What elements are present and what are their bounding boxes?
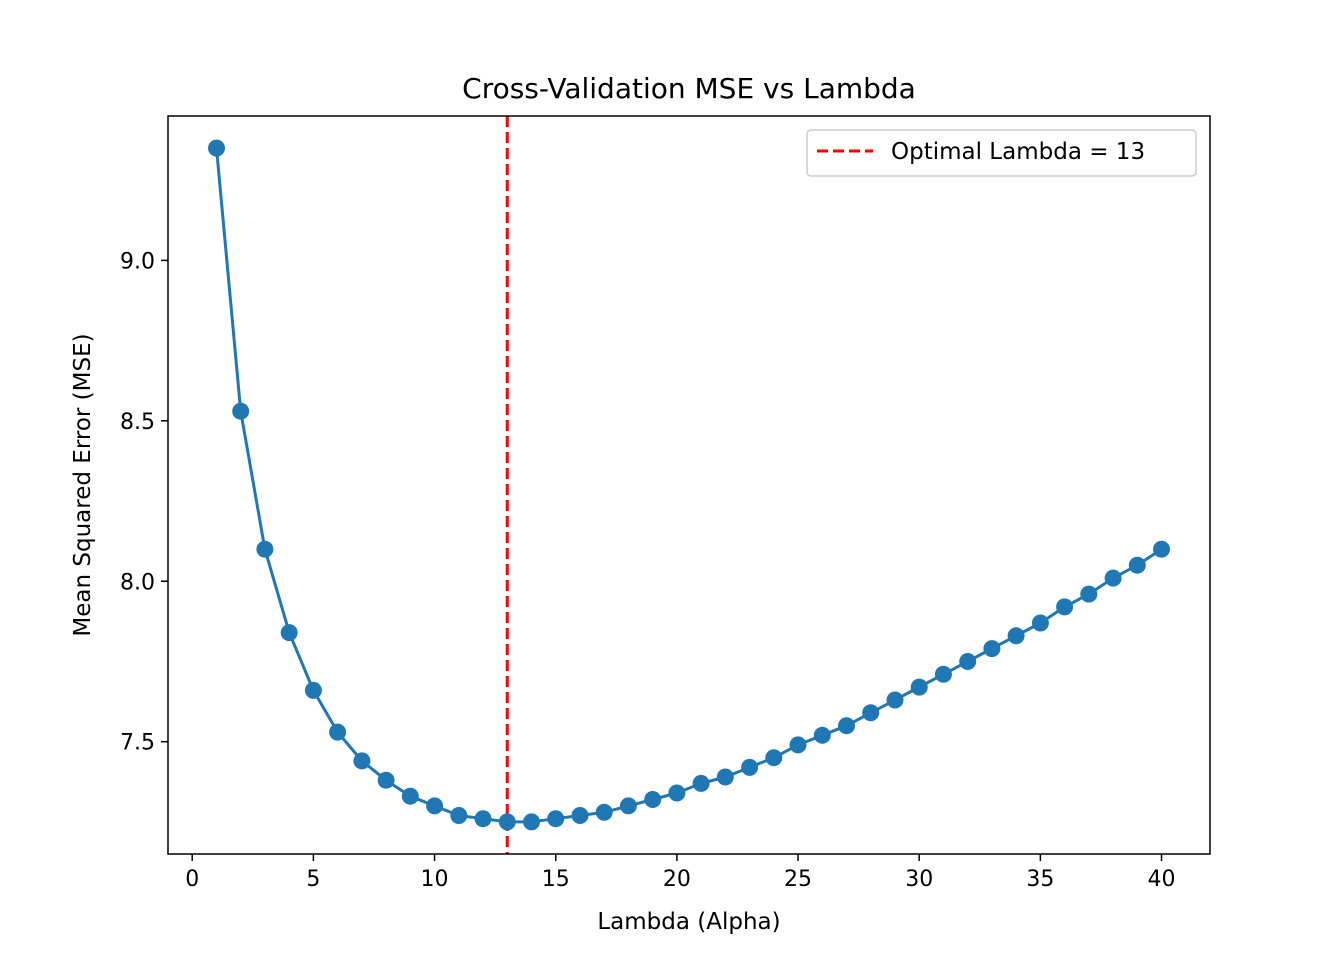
data-point	[304, 681, 322, 699]
data-point	[934, 665, 952, 683]
data-point	[280, 624, 298, 642]
x-axis-ticks: 0 5 10 15 20 25 30 35 40	[185, 854, 1176, 892]
y-axis-ticks: 7.5 8.0 8.5 9.0	[120, 249, 168, 756]
data-point	[644, 791, 662, 808]
data-point	[426, 797, 444, 815]
data-point	[256, 540, 274, 558]
x-tick-label: 25	[784, 867, 812, 892]
data-point	[959, 653, 977, 670]
data-point	[838, 717, 855, 735]
y-tick-label: 9.0	[120, 249, 155, 274]
data-point	[1080, 585, 1098, 603]
data-point	[862, 704, 880, 722]
data-point	[983, 640, 1001, 658]
y-axis-label: Mean Squared Error (MSE)	[70, 333, 96, 636]
y-tick-label: 8.0	[120, 570, 155, 595]
chart-title: Cross-Validation MSE vs Lambda	[462, 72, 916, 105]
data-point	[329, 723, 347, 741]
legend-box	[806, 129, 1197, 177]
data-point	[692, 774, 710, 792]
x-tick-label: 15	[542, 867, 570, 892]
x-tick-label: 5	[306, 867, 320, 892]
data-point	[232, 402, 250, 420]
data-point	[1007, 627, 1025, 645]
data-point	[1104, 569, 1122, 587]
data-point	[208, 139, 225, 157]
data-point	[547, 810, 565, 828]
data-point	[619, 797, 637, 815]
data-point	[886, 691, 904, 709]
data-point	[595, 803, 613, 821]
x-tick-label: 0	[185, 867, 199, 892]
data-point	[910, 678, 928, 696]
data-point	[474, 810, 492, 828]
data-point	[450, 807, 468, 824]
data-point	[571, 807, 589, 824]
x-tick-label: 20	[663, 867, 691, 892]
data-point	[498, 813, 516, 831]
data-point	[1056, 598, 1074, 616]
data-point	[1153, 540, 1170, 558]
series-layer	[208, 139, 1170, 831]
x-tick-label: 40	[1148, 867, 1176, 892]
legend-label: Optimal Lambda = 13	[891, 139, 1145, 165]
data-point	[353, 752, 371, 770]
data-point	[765, 749, 783, 767]
data-point	[716, 768, 734, 786]
y-tick-label: 8.5	[120, 410, 155, 435]
x-tick-label: 35	[1026, 867, 1054, 892]
data-point	[377, 771, 395, 789]
data-point	[741, 758, 759, 776]
data-point	[523, 813, 540, 831]
data-point	[668, 784, 686, 802]
data-point	[813, 726, 831, 744]
x-tick-label: 10	[421, 867, 449, 892]
data-point	[1031, 614, 1049, 632]
legend: Optimal Lambda = 13	[806, 129, 1197, 177]
data-point	[789, 736, 807, 754]
plot-area-frame	[167, 115, 1211, 855]
x-tick-label: 30	[905, 867, 933, 892]
series-line	[215, 147, 1163, 824]
data-point	[1128, 556, 1146, 574]
data-point	[401, 787, 419, 805]
x-axis-label: Lambda (Alpha)	[597, 909, 780, 935]
y-tick-label: 7.5	[120, 731, 155, 756]
